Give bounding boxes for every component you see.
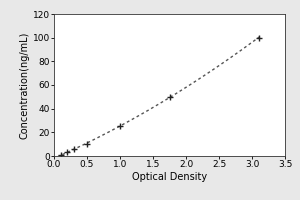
X-axis label: Optical Density: Optical Density	[132, 172, 207, 182]
Y-axis label: Concentration(ng/mL): Concentration(ng/mL)	[20, 31, 30, 139]
